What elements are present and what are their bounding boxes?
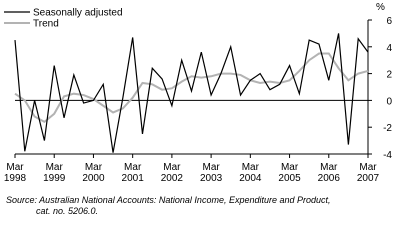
- legend-label: Seasonally adjusted: [33, 8, 123, 19]
- series-line: [14, 52, 369, 124]
- y-tick-label: 0: [386, 96, 392, 107]
- y-tick-label: 6: [386, 16, 392, 27]
- x-tick-label: Mar 2003: [200, 162, 223, 184]
- y-tick-label: -2: [383, 123, 392, 134]
- y-tick-label: -4: [383, 150, 392, 161]
- legend-label: Trend: [33, 19, 59, 30]
- x-tick-label: Mar 1999: [43, 162, 66, 184]
- source: cat. no. 5206.0.: [36, 206, 98, 216]
- x-tick-label: Mar 1998: [4, 162, 27, 184]
- y-tick-label: 2: [386, 70, 392, 81]
- y-tick-label: 4: [386, 43, 392, 54]
- source: Source: Australian National Accounts: Na…: [6, 195, 331, 205]
- x-tick-label: Mar 2007: [357, 162, 380, 184]
- series-line: [14, 33, 369, 153]
- x-tick-label: Mar 2005: [278, 162, 301, 184]
- x-tick-label: Mar 2006: [318, 162, 341, 184]
- x-tick-label: Mar 2004: [239, 162, 262, 184]
- x-tick-label: Mar 2002: [161, 162, 184, 184]
- chart: % Source: Australian National Accounts: …: [4, 2, 393, 216]
- x-tick-label: Mar 2000: [82, 162, 105, 184]
- x-tick-label: Mar 2001: [122, 162, 145, 184]
- y-axis-label: %: [376, 2, 385, 13]
